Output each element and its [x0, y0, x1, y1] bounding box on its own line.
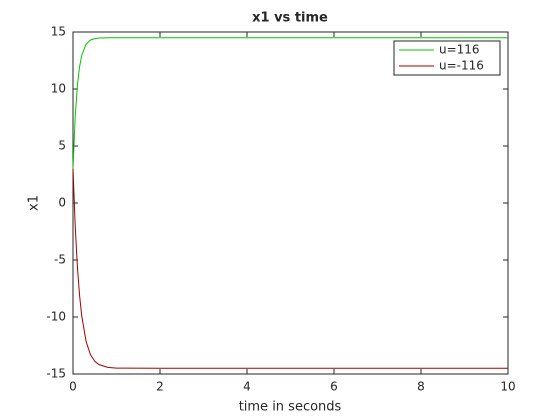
- y-tick-label: -5: [54, 253, 66, 267]
- y-axis-label: x1: [27, 195, 42, 211]
- y-tick-label: 0: [58, 196, 66, 210]
- chart-title: x1 vs time: [252, 11, 328, 26]
- x-axis-label: time in seconds: [239, 400, 342, 415]
- y-tick-label: 15: [51, 25, 66, 39]
- y-tick-label: -15: [46, 367, 66, 381]
- plot-frame: [72, 31, 509, 375]
- x-tick-label: 4: [243, 380, 251, 394]
- x-tick-label: 10: [500, 380, 515, 394]
- y-tick-label: 5: [58, 139, 66, 153]
- legend-label: u=-116: [439, 59, 484, 73]
- x-tick-label: 0: [69, 380, 77, 394]
- y-tick-label: -10: [46, 310, 66, 324]
- x-tick-label: 8: [417, 380, 425, 394]
- series-line: [72, 37, 508, 169]
- x-tick-label: 2: [156, 380, 164, 394]
- legend-label: u=116: [439, 43, 480, 57]
- x-tick-label: 6: [330, 380, 338, 394]
- legend-box: [393, 40, 501, 76]
- series-line: [72, 168, 508, 369]
- y-tick-label: 10: [51, 82, 66, 96]
